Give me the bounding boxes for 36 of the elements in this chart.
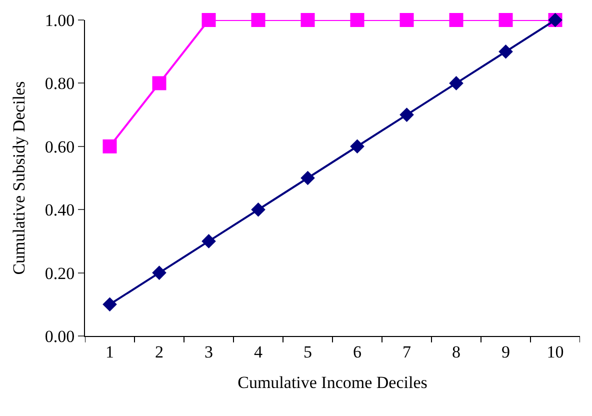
point xyxy=(202,234,216,248)
point xyxy=(102,139,117,154)
y-tick-label: 0.20 xyxy=(44,264,75,283)
point xyxy=(350,139,364,154)
y-tick-label: 0.60 xyxy=(44,137,75,156)
y-tick-label: 0.40 xyxy=(44,200,75,220)
point xyxy=(400,108,414,122)
x-tick-label: 2 xyxy=(155,342,164,362)
point xyxy=(300,13,315,27)
x-tick-label: 4 xyxy=(254,342,263,362)
x-tick-label: 3 xyxy=(204,342,213,362)
point xyxy=(202,13,216,27)
point xyxy=(251,13,266,27)
point xyxy=(102,297,117,312)
point xyxy=(449,13,464,27)
y-tick-label: 0.80 xyxy=(44,74,75,94)
point xyxy=(152,76,166,90)
y-axis-title: Cumulative Subsidy Deciles xyxy=(9,81,28,275)
point xyxy=(498,44,513,59)
x-tick-label: 1 xyxy=(106,342,114,362)
point xyxy=(400,13,414,27)
x-tick-label: 9 xyxy=(502,342,510,362)
point xyxy=(350,13,364,27)
point xyxy=(152,266,166,280)
point xyxy=(300,170,315,186)
x-axis-title: Cumulative Income Deciles xyxy=(238,372,428,392)
y-tick-label: 0.00 xyxy=(44,326,75,346)
point xyxy=(251,202,266,217)
point xyxy=(449,76,464,90)
x-tick-label: 10 xyxy=(546,342,564,362)
x-tick-label: 5 xyxy=(304,342,312,362)
y-tick-label: 1.00 xyxy=(44,10,75,30)
point xyxy=(498,13,513,27)
x-tick-label: 7 xyxy=(402,342,412,362)
x-tick-label: 8 xyxy=(452,342,460,362)
x-tick-label: 6 xyxy=(353,342,362,362)
